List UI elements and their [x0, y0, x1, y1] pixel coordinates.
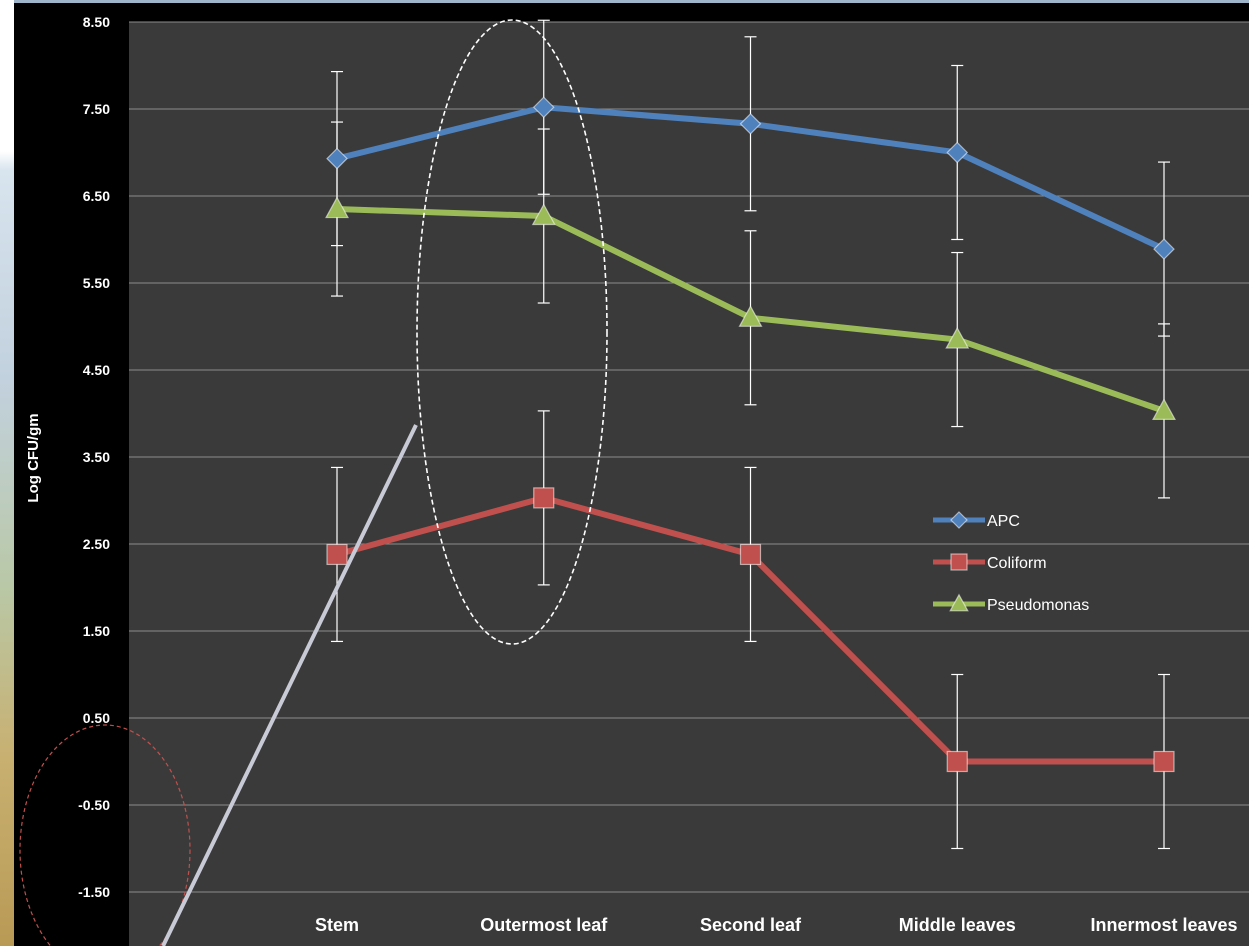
corner-ellipse: [19, 724, 191, 946]
data-point-coliform: [739, 543, 762, 566]
y-tick-label: -1.50: [78, 884, 110, 900]
background-photo-strip: [0, 0, 14, 946]
x-category-label: Second leaf: [700, 915, 802, 935]
y-tick-label: 8.50: [83, 14, 110, 30]
data-point-apc: [326, 147, 348, 170]
data-point-coliform: [326, 543, 348, 566]
gridlines: [129, 21, 1249, 893]
x-category-label: Innermost leaves: [1090, 915, 1237, 935]
y-axis-ticks: 8.50 7.50 6.50 5.50 4.50 3.50 2.50 1.50 0.50 -0.5…: [78, 14, 110, 900]
data-point-pseudomonas: [738, 305, 763, 327]
data-point-apc: [532, 96, 555, 119]
data-point-pseudomonas: [324, 196, 350, 219]
pointer-line: [161, 424, 418, 946]
legend: APC Coliform Pseudomonas: [933, 511, 1089, 614]
y-tick-label: 0.50: [83, 710, 110, 726]
x-axis-categories: Stem Outermost leaf Second leaf Middle leav…: [315, 915, 1238, 935]
y-tick-label: 4.50: [83, 362, 110, 378]
data-point-apc: [739, 112, 762, 135]
y-tick-label: 7.50: [83, 101, 110, 117]
data-point-apc: [1153, 238, 1175, 260]
plot-area: [129, 22, 1249, 946]
data-point-pseudomonas: [945, 326, 970, 349]
x-category-label: Middle leaves: [899, 915, 1016, 935]
x-category-label: Stem: [315, 915, 359, 935]
slide-top-border: [14, 0, 1249, 3]
data-point-coliform: [946, 750, 968, 773]
y-tick-label: 1.50: [83, 623, 110, 639]
legend-label: Pseudomonas: [987, 597, 1089, 614]
y-tick-label: 2.50: [83, 536, 110, 552]
series-markers: [324, 96, 1177, 773]
y-tick-label: -0.50: [78, 797, 110, 813]
y-tick-label: 5.50: [83, 275, 110, 291]
data-point-coliform: [1153, 750, 1175, 773]
data-point-apc: [946, 141, 969, 164]
x-category-label: Outermost leaf: [480, 915, 608, 935]
legend-marker: [950, 511, 968, 529]
legend-marker: [949, 593, 969, 612]
legend-label: Coliform: [987, 555, 1047, 572]
highlight-ellipse: [416, 19, 608, 645]
legend-label: APC: [987, 513, 1020, 530]
y-axis-label: Log CFU/gm: [25, 413, 42, 502]
data-point-pseudomonas: [1151, 398, 1177, 420]
data-point-pseudomonas: [531, 203, 556, 226]
y-tick-label: 3.50: [83, 449, 110, 465]
legend-marker: [950, 553, 968, 571]
data-point-coliform: [533, 487, 555, 509]
y-tick-label: 6.50: [83, 188, 110, 204]
